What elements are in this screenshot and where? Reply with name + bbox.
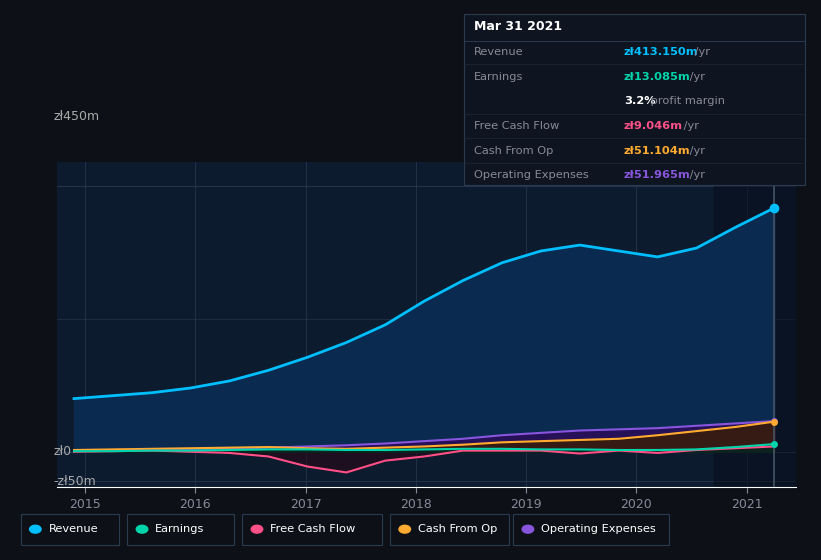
Text: zł413.150m: zł413.150m <box>624 47 699 57</box>
Text: /yr: /yr <box>680 121 699 131</box>
Text: /yr: /yr <box>691 47 710 57</box>
Text: Cash From Op: Cash From Op <box>418 524 498 534</box>
Text: /yr: /yr <box>686 72 704 82</box>
Text: Free Cash Flow: Free Cash Flow <box>474 121 559 131</box>
Bar <box>713 162 796 487</box>
Text: Revenue: Revenue <box>474 47 523 57</box>
Text: -zł50m: -zł50m <box>54 475 97 488</box>
Text: zł51.104m: zł51.104m <box>624 146 690 156</box>
Text: zł450m: zł450m <box>54 110 100 123</box>
Text: Earnings: Earnings <box>474 72 523 82</box>
Text: zł51.965m: zł51.965m <box>624 170 690 180</box>
Text: Revenue: Revenue <box>48 524 98 534</box>
Text: 3.2%: 3.2% <box>624 96 656 106</box>
Text: Mar 31 2021: Mar 31 2021 <box>474 20 562 32</box>
Text: zł9.046m: zł9.046m <box>624 121 683 131</box>
Text: Operating Expenses: Operating Expenses <box>541 524 656 534</box>
Text: zł13.085m: zł13.085m <box>624 72 690 82</box>
Text: Earnings: Earnings <box>155 524 204 534</box>
Text: profit margin: profit margin <box>647 96 725 106</box>
Text: Cash From Op: Cash From Op <box>474 146 553 156</box>
Text: Operating Expenses: Operating Expenses <box>474 170 589 180</box>
Text: zł0: zł0 <box>54 445 72 458</box>
Text: Free Cash Flow: Free Cash Flow <box>270 524 355 534</box>
Text: /yr: /yr <box>686 170 704 180</box>
Text: /yr: /yr <box>686 146 704 156</box>
